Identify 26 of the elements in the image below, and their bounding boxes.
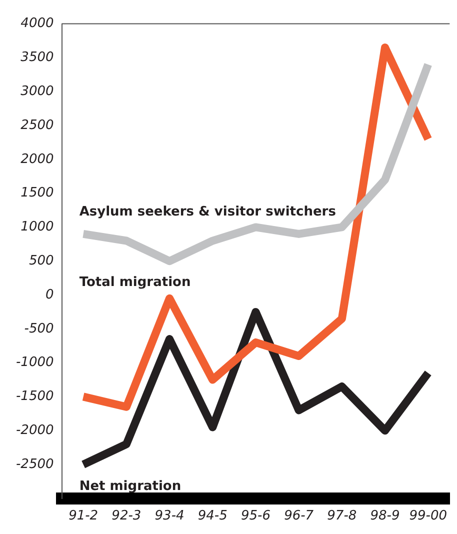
y-tick-label: -500 <box>24 321 54 336</box>
y-tick-label: -1000 <box>16 355 54 370</box>
x-tick-label: 92-3 <box>112 508 142 524</box>
y-tick-label: 3000 <box>20 84 54 99</box>
y-tick-label: 4000 <box>20 16 54 32</box>
y-tick-label: 1500 <box>20 186 54 201</box>
y-tick-label: -2500 <box>16 456 54 472</box>
series-label: Asylum seekers & visitor switchers <box>79 204 336 220</box>
x-tick-label: 97-8 <box>327 508 357 524</box>
y-tick-label: 500 <box>28 253 54 268</box>
y-tick-label: 1000 <box>20 220 54 235</box>
x-tick-label: 99-00 <box>409 508 448 524</box>
y-tick-label: 2500 <box>20 118 54 133</box>
y-tick-label: -1500 <box>16 389 54 404</box>
x-tick-label: 94-5 <box>198 508 228 524</box>
x-tick-label: 98-9 <box>370 508 400 524</box>
x-tick-label: 95-6 <box>240 508 270 524</box>
y-tick-label: 3500 <box>20 50 54 66</box>
x-tick-label: 91-2 <box>68 508 98 524</box>
y-tick-label: -2000 <box>16 422 54 438</box>
y-tick-label: 2000 <box>20 152 54 167</box>
x-tick-label: 93-4 <box>154 508 184 524</box>
y-tick-label: 0 <box>45 287 54 302</box>
series-label: Net migration <box>79 478 182 494</box>
series-label: Total migration <box>79 274 191 290</box>
x-tick-label: 96-7 <box>284 508 314 524</box>
